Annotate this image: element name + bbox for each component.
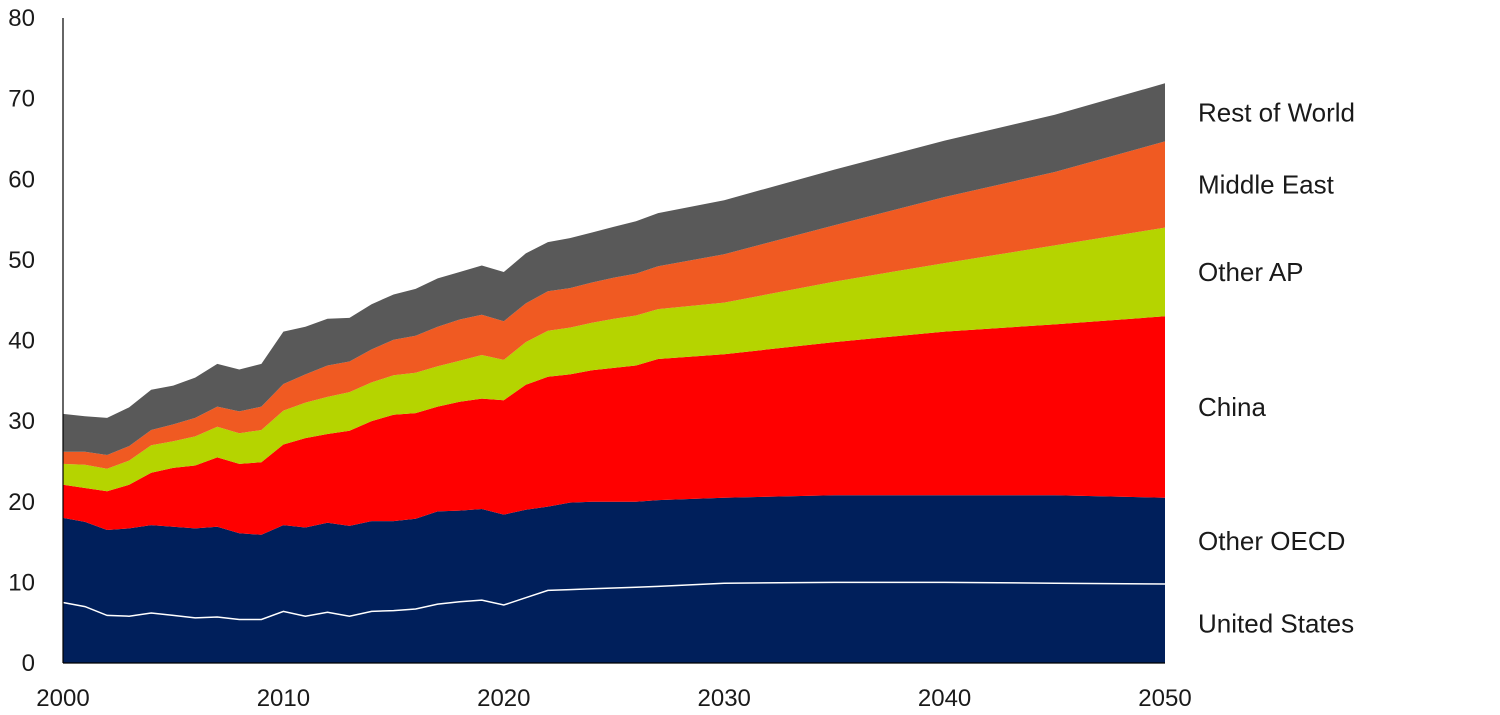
- x-tick-label: 2040: [918, 685, 971, 712]
- y-tick-label: 10: [8, 569, 35, 596]
- y-tick-label: 40: [8, 328, 35, 355]
- area-rest-of-world: [63, 83, 1165, 456]
- y-tick-label: 60: [8, 166, 35, 193]
- area-china: [63, 316, 1165, 535]
- legend: United States Other OECD China Other AP Midd…: [1198, 97, 1355, 638]
- area-other-ap: [63, 227, 1165, 492]
- axes: [62, 18, 1165, 664]
- y-tick-label: 30: [8, 408, 35, 435]
- x-tick-label: 2050: [1138, 685, 1191, 712]
- x-tick-label: 2000: [36, 685, 89, 712]
- area-layer: [63, 83, 1165, 663]
- legend-middle-east: Middle East: [1198, 169, 1335, 199]
- y-tick-label: 70: [8, 86, 35, 113]
- y-axis-ticks: 0 10 20 30 40 50 60 70 80: [8, 5, 35, 677]
- area-other-oecd: [63, 495, 1165, 620]
- us-boundary-line: [62, 581, 1166, 621]
- y-tick-label: 0: [22, 650, 35, 677]
- legend-rest-of-world: Rest of World: [1198, 97, 1355, 127]
- area-middle-east: [63, 141, 1165, 469]
- area-united-states: [63, 582, 1165, 663]
- us-boundary-line-layer: [62, 581, 1166, 621]
- x-axis-ticks: 2000 2010 2020 2030 2040 2050: [36, 685, 1191, 712]
- y-tick-label: 80: [8, 5, 35, 32]
- legend-united-states: United States: [1198, 608, 1354, 638]
- legend-china: China: [1198, 392, 1266, 422]
- x-tick-label: 2010: [257, 685, 310, 712]
- legend-other-oecd: Other OECD: [1198, 526, 1345, 556]
- x-tick-label: 2020: [477, 685, 530, 712]
- x-tick-label: 2030: [698, 685, 751, 712]
- y-tick-label: 20: [8, 489, 35, 516]
- y-tick-label: 50: [8, 247, 35, 274]
- legend-other-ap: Other AP: [1198, 257, 1304, 287]
